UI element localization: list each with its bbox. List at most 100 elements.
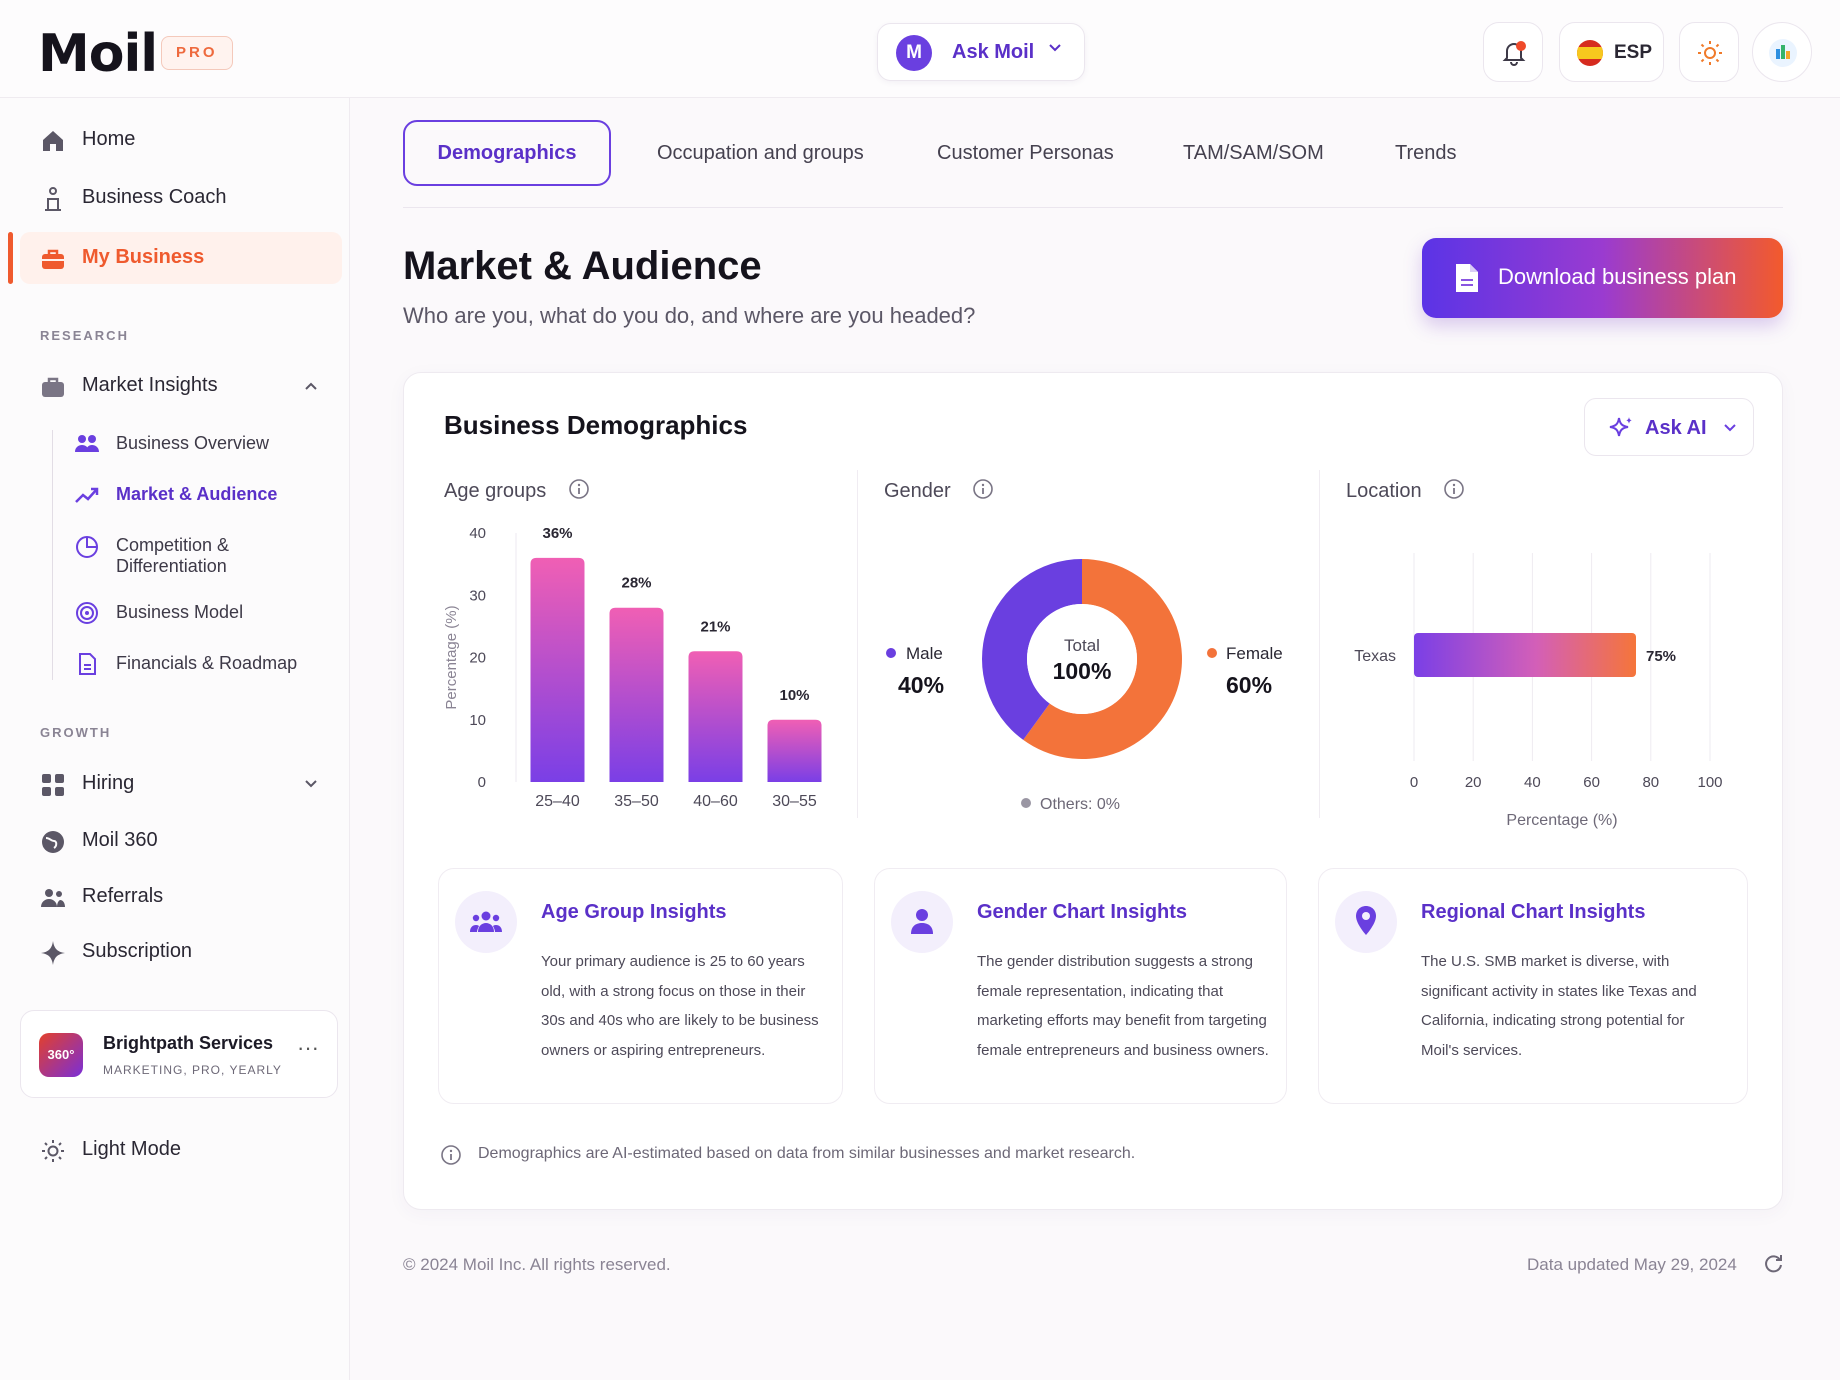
info-icon[interactable] <box>972 478 994 500</box>
briefcase-icon <box>42 249 64 269</box>
y-tick-label: 30 <box>469 587 486 604</box>
insight-text: The gender distribution suggests a stron… <box>977 947 1269 1065</box>
language-label: ESP <box>1614 42 1653 63</box>
insight-line: Moil's services. <box>1421 1041 1523 1059</box>
location-title: Location <box>1346 478 1465 503</box>
page-title: Market & Audience <box>403 244 762 288</box>
coach-icon <box>45 187 61 211</box>
tab-tam-sam-som[interactable]: TAM/SAM/SOM <box>1183 142 1324 164</box>
group-icon <box>455 891 517 953</box>
pro-badge: PRO <box>161 36 233 70</box>
sidebar-item-referrals[interactable]: Referrals <box>20 871 342 923</box>
sidebar-item-moil-360[interactable]: Moil 360 <box>20 815 342 867</box>
document-icon <box>79 653 96 675</box>
age-groups-label: Age groups <box>444 480 547 502</box>
sidebar-item-market-insights[interactable]: Market Insights <box>20 360 342 412</box>
tab-occupation[interactable]: Occupation and groups <box>657 142 864 164</box>
language-button[interactable]: ESP <box>1559 22 1664 82</box>
insight-text: Your primary audience is 25 to 60 years … <box>541 947 819 1065</box>
active-indicator <box>8 232 13 284</box>
chart-divider <box>1319 470 1320 818</box>
business-name: Brightpath Services <box>103 1033 274 1053</box>
y-tick-label: 0 <box>478 774 486 791</box>
bar <box>530 557 585 782</box>
refresh-icon[interactable] <box>1762 1252 1784 1274</box>
x-tick-label: 0 <box>1410 774 1418 791</box>
sidebar-item-label: Business Coach <box>82 186 227 208</box>
more-options-button[interactable]: ··· <box>297 1035 319 1060</box>
chart-divider <box>857 470 858 818</box>
chevron-down-icon <box>305 780 317 788</box>
insight-text: The U.S. SMB market is diverse, with sig… <box>1421 947 1697 1065</box>
sidebar-subitem-business-model[interactable]: Business Model <box>72 590 342 634</box>
y-tick-label: 10 <box>469 712 486 729</box>
sun-icon <box>42 1140 64 1162</box>
referrals-icon <box>41 889 65 907</box>
notifications-button[interactable] <box>1483 22 1543 82</box>
person-icon <box>891 891 953 953</box>
sidebar-subitem-competition[interactable]: Competition & Differentiation <box>72 523 342 587</box>
business-avatar: 360° <box>39 1033 83 1077</box>
chevron-down-icon <box>1724 424 1736 432</box>
document-icon <box>1456 264 1478 292</box>
sidebar-item-business-coach[interactable]: Business Coach <box>20 172 342 224</box>
tab-trends[interactable]: Trends <box>1395 142 1457 164</box>
sidebar-item-my-business[interactable]: My Business <box>20 232 342 284</box>
y-axis-title: Percentage (%) <box>443 605 460 709</box>
legend-label-male: Male <box>906 644 943 663</box>
tabs-divider <box>403 207 1783 208</box>
panel-title: Business Demographics <box>444 410 748 440</box>
moil-logo[interactable]: Moil <box>38 24 158 84</box>
sidebar-item-label: My Business <box>82 246 205 268</box>
bell-icon <box>1502 41 1526 66</box>
profile-icon <box>1769 39 1797 67</box>
copyright: © 2024 Moil Inc. All rights reserved. <box>403 1255 671 1274</box>
sidebar-subitem-business-overview[interactable]: Business Overview <box>72 421 342 465</box>
light-mode-label: Light Mode <box>82 1138 181 1160</box>
sidebar-item-hiring[interactable]: Hiring <box>20 758 342 810</box>
ai-estimate-note: Demographics are AI-estimated based on d… <box>478 1145 1136 1162</box>
tab-customer-personas[interactable]: Customer Personas <box>937 142 1114 164</box>
business-meta: MARKETING, PRO, YEARLY <box>103 1063 282 1077</box>
ask-ai-button[interactable]: Ask AI <box>1584 398 1754 456</box>
pie-icon <box>76 536 98 558</box>
ask-ai-label: Ask AI <box>1645 417 1707 439</box>
theme-button[interactable] <box>1679 22 1739 82</box>
x-tick-label: 40 <box>1524 774 1541 791</box>
briefcase-icon <box>42 377 64 397</box>
sidebar-item-subscription[interactable]: Subscription <box>20 926 342 978</box>
grid-icon <box>42 774 64 796</box>
trend-icon <box>75 487 99 503</box>
legend-label-female: Female <box>1226 644 1283 663</box>
chevron-down-icon <box>1048 40 1062 59</box>
legend-dot-others <box>1021 798 1031 808</box>
x-tick-label: 35–50 <box>614 793 659 810</box>
sidebar-subitem-market-audience[interactable]: Market & Audience <box>72 472 342 516</box>
bar-data-label: 28% <box>621 575 651 592</box>
business-switcher[interactable]: 360° Brightpath Services MARKETING, PRO,… <box>20 1010 338 1098</box>
gender-title: Gender <box>884 478 994 503</box>
insight-line: Your primary audience is 25 to 60 years <box>541 953 805 970</box>
legend-dot-male <box>886 648 896 658</box>
sidebar-item-label: Hiring <box>82 772 135 794</box>
insight-line: marketing efforts may benefit from targe… <box>977 1012 1267 1029</box>
sparkle-icon <box>41 941 65 965</box>
gender-chart: Total 100% Male 40% Female 60% Others: 0% <box>886 559 1283 813</box>
sidebar-item-home[interactable]: Home <box>20 114 342 166</box>
competition-line-1: Competition & <box>116 535 230 555</box>
location-label: Location <box>1346 480 1422 502</box>
tab-demographics[interactable]: Demographics <box>403 120 611 186</box>
data-updated: Data updated May 29, 2024 <box>1527 1255 1737 1274</box>
info-icon[interactable] <box>1443 478 1465 500</box>
profile-button[interactable] <box>1752 22 1812 82</box>
insight-line: The gender distribution suggests a stron… <box>977 953 1253 970</box>
info-icon[interactable] <box>568 478 590 500</box>
sidebar-subitem-financials[interactable]: Financials & Roadmap <box>72 641 342 685</box>
sidebar-item-label: Referrals <box>82 885 164 907</box>
light-mode-toggle[interactable]: Light Mode <box>20 1124 342 1176</box>
insight-title: Gender Chart Insights <box>977 901 1188 923</box>
download-business-plan-button[interactable]: Download business plan <box>1422 238 1783 318</box>
location-chart: 0 20 40 60 80 100 Percentage (%) Texas 75% <box>1354 553 1723 829</box>
insight-title: Regional Chart Insights <box>1421 901 1646 923</box>
ask-moil-button[interactable]: M Ask Moil <box>877 23 1085 81</box>
